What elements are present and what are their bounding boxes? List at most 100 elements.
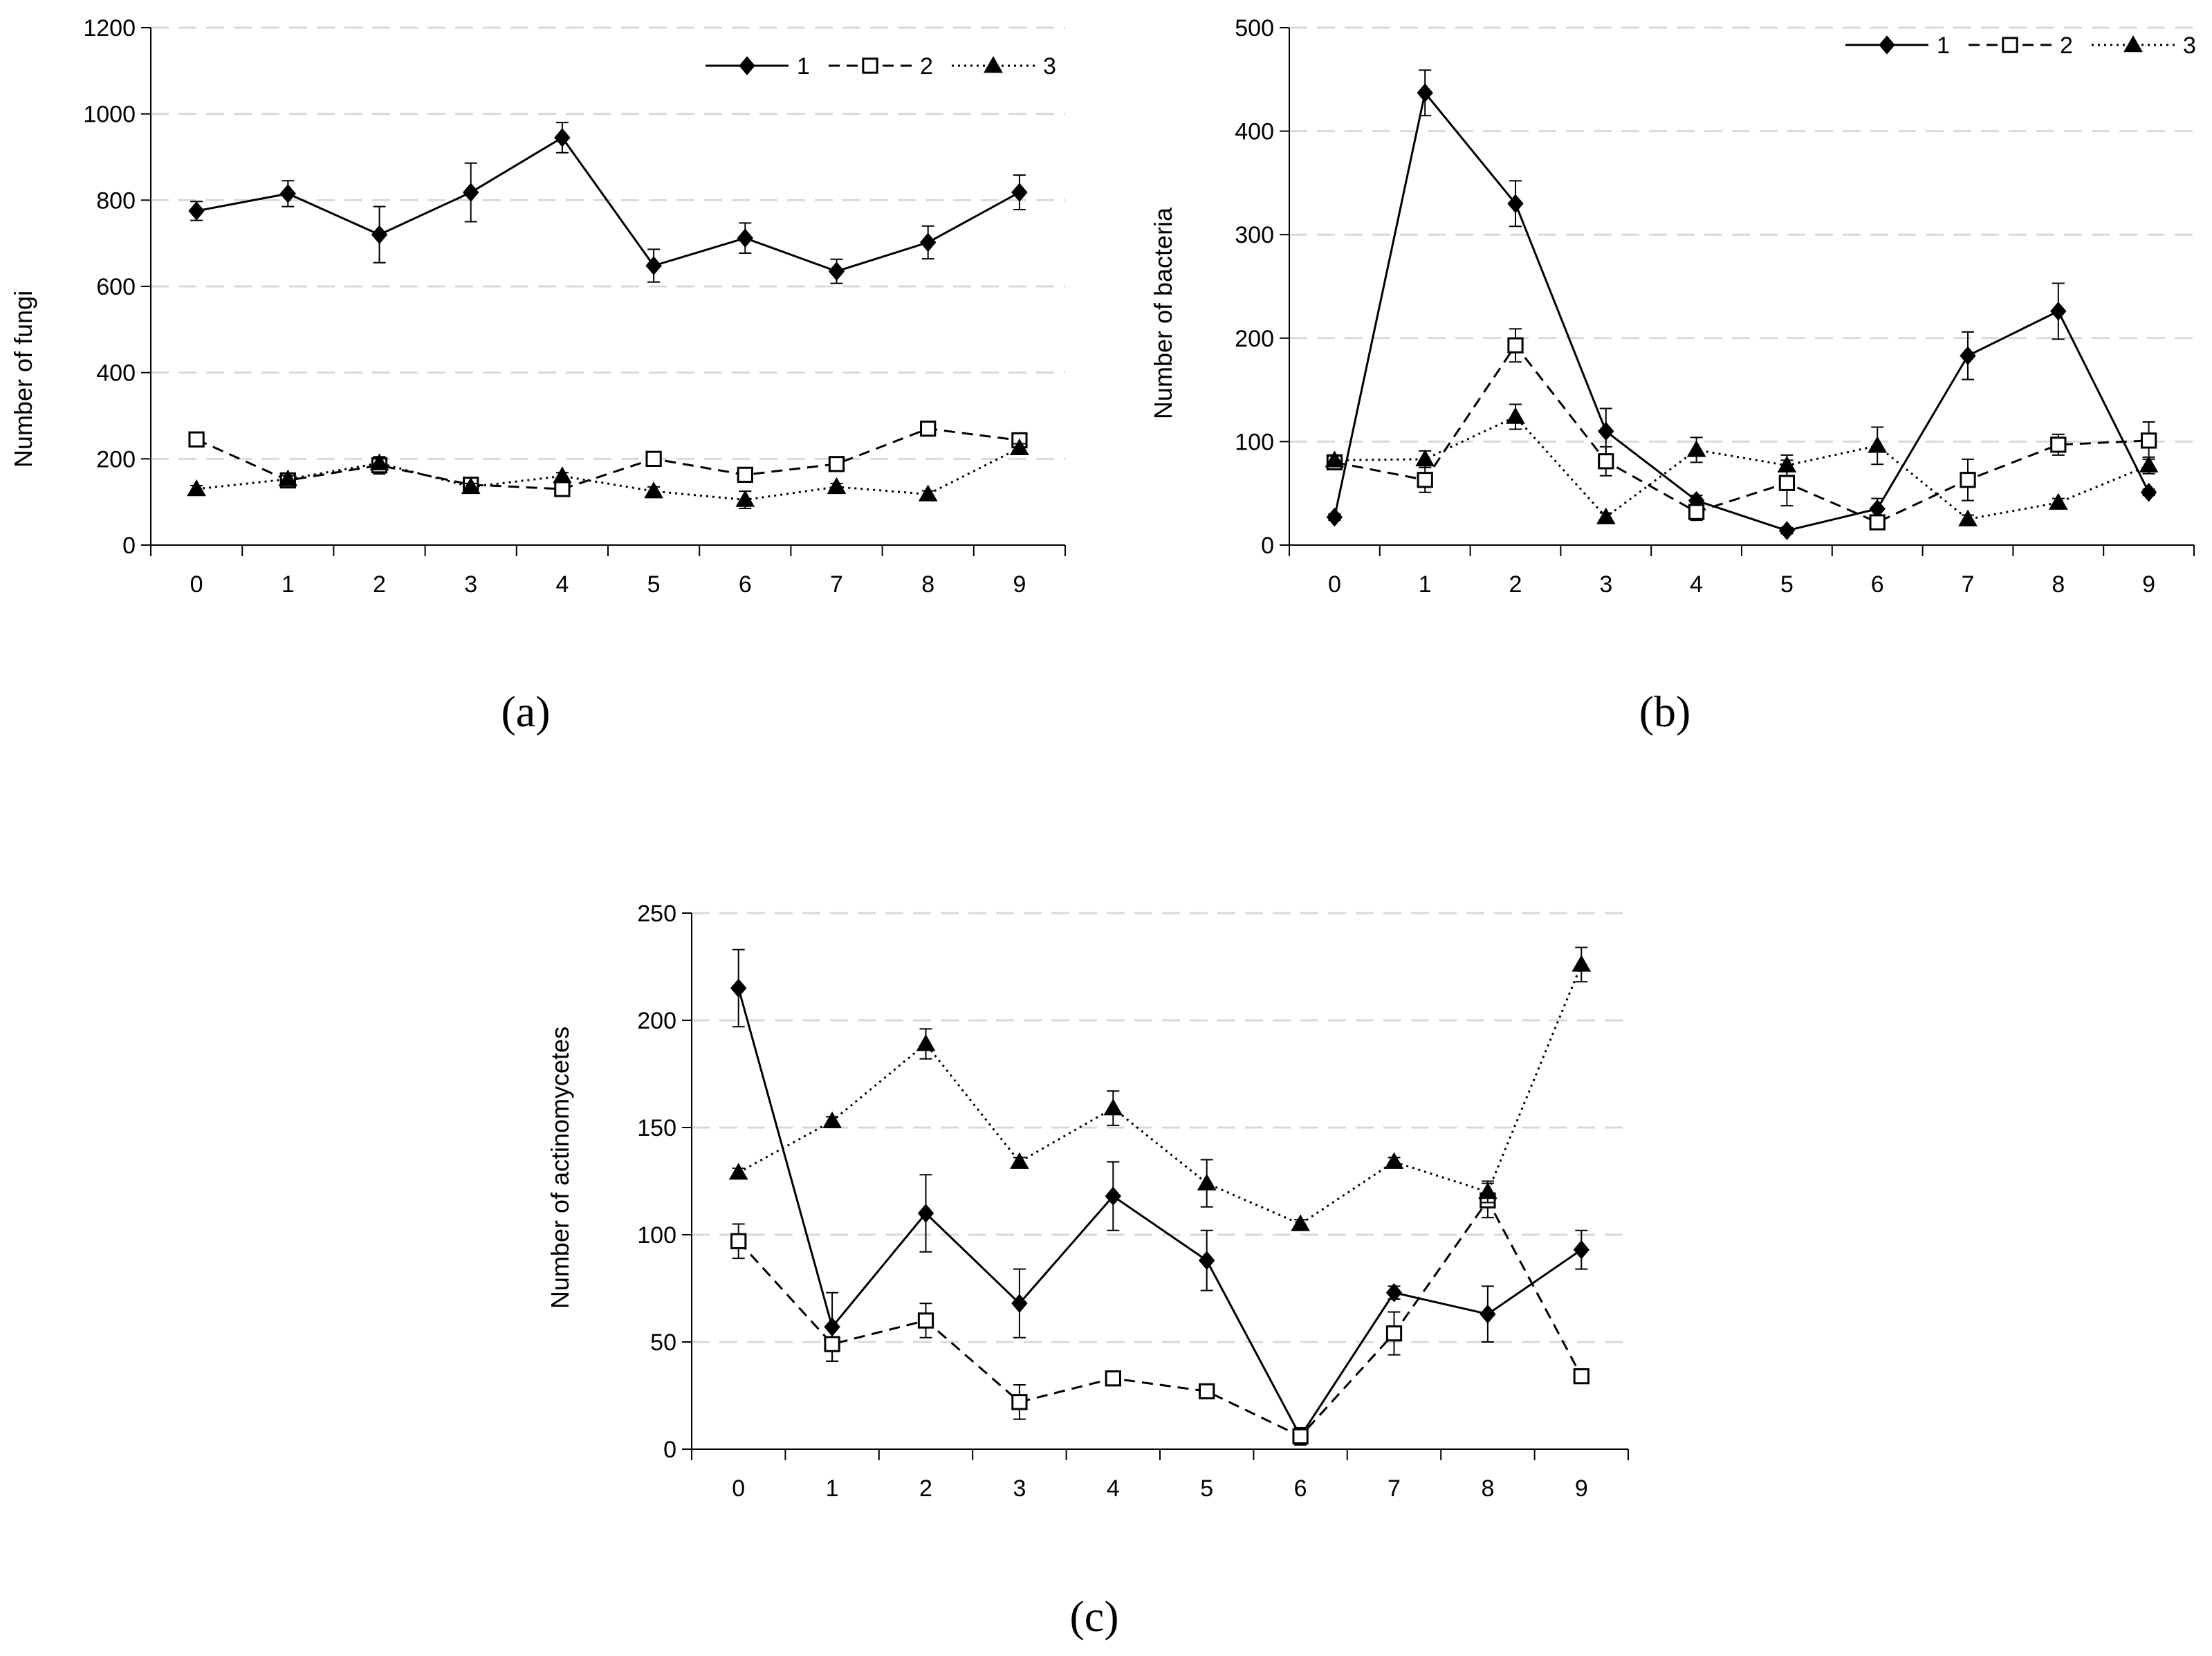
data-point-triangle (1596, 507, 1616, 524)
y-axis-title: Number of actinomycetes (546, 1027, 574, 1309)
x-tick-label: 6 (1294, 1475, 1307, 1502)
x-tick-label: 0 (190, 571, 203, 598)
y-tick-label: 250 (637, 901, 676, 927)
legend-label: 2 (2060, 33, 2073, 59)
x-tick-label: 1 (826, 1475, 839, 1502)
data-point-triangle (1777, 455, 1797, 473)
chart-panel-c: 0 50 100 150 200 250 0 1 2 3 4 5 6 7 8 9 Number of acti… (546, 901, 1629, 1641)
x-tick-label: 5 (647, 571, 661, 598)
y-tick-label: 0 (663, 1437, 676, 1463)
data-point-diamond (1417, 83, 1433, 103)
data-point-diamond (1480, 1304, 1496, 1324)
x-tick-label: 2 (919, 1475, 932, 1502)
panel-label-a: (a) (501, 687, 550, 736)
data-point-triangle (1384, 1152, 1404, 1169)
series-line-2 (1334, 343, 2149, 524)
x-tick-label: 3 (1013, 1475, 1026, 1502)
data-point-square (824, 1336, 840, 1352)
x-tick-label: 8 (2052, 571, 2065, 598)
y-tick-label: 200 (96, 446, 136, 472)
x-tick-label: 9 (2142, 571, 2155, 598)
data-point-diamond (462, 183, 479, 202)
data-point-triangle (278, 469, 298, 486)
y-tick-label: 1200 (83, 15, 136, 42)
x-tick-label: 8 (921, 571, 934, 598)
data-point-diamond (1011, 1294, 1028, 1313)
series-line-3 (1334, 415, 2150, 521)
data-point-triangle (187, 479, 206, 497)
data-point-triangle (918, 484, 938, 502)
data-point-square (917, 1312, 934, 1329)
data-point-triangle (916, 1034, 936, 1051)
data-point-square (1869, 514, 1886, 531)
data-point-square (920, 421, 937, 437)
data-point-square (1960, 472, 1976, 488)
x-tick-label: 9 (1013, 571, 1026, 598)
x-tick-label: 5 (1780, 571, 1794, 598)
data-point-diamond (1960, 346, 1976, 366)
data-point-triangle (1958, 509, 1978, 526)
data-point-diamond (188, 201, 205, 221)
data-point-square (2002, 37, 2018, 53)
data-point-square (1688, 504, 1705, 520)
series-line-1 (1333, 90, 2150, 532)
panel-label-c: (c) (1069, 1592, 1118, 1641)
y-tick-label: 200 (1235, 326, 1274, 352)
data-point-triangle (822, 1111, 842, 1128)
x-tick-label: 5 (1200, 1475, 1213, 1502)
data-point-triangle (2139, 455, 2159, 473)
data-point-square (188, 431, 205, 448)
x-tick-label: 6 (739, 571, 752, 598)
data-point-square (1292, 1428, 1309, 1445)
data-point-triangle (1415, 449, 1435, 467)
panel-label-b: (b) (1639, 687, 1691, 736)
x-tick-label: 4 (1107, 1475, 1120, 1502)
y-tick-label: 600 (96, 274, 136, 300)
data-point-triangle (644, 481, 663, 499)
series-line-1 (196, 136, 1020, 273)
y-tick-label: 150 (637, 1115, 676, 1141)
data-point-diamond (919, 232, 937, 252)
y-axis-title: Number of fungi (9, 291, 37, 468)
data-point-triangle (984, 55, 1003, 73)
data-point-square (730, 1233, 747, 1249)
y-tick-label: 400 (96, 360, 136, 387)
data-point-triangle (1010, 1152, 1029, 1169)
data-point-diamond (554, 128, 571, 147)
y-tick-label: 400 (1235, 119, 1274, 145)
data-point-triangle (1325, 450, 1345, 468)
legend-label: 1 (797, 53, 810, 80)
data-point-square (1778, 475, 1796, 491)
data-point-triangle (1197, 1173, 1217, 1190)
legend-label: 1 (1937, 33, 1950, 59)
y-tick-label: 800 (96, 187, 136, 214)
data-point-triangle (1478, 1181, 1497, 1199)
x-tick-label: 4 (1690, 571, 1703, 598)
data-point-diamond (737, 228, 754, 248)
x-tick-label: 0 (1328, 571, 1341, 598)
series-line-3 (196, 447, 1020, 502)
y-tick-label: 100 (637, 1222, 676, 1249)
data-point-triangle (553, 466, 572, 484)
data-point-square (554, 481, 571, 497)
data-point-square (2140, 432, 2157, 449)
x-tick-label: 2 (1509, 571, 1522, 598)
x-tick-label: 9 (1575, 1475, 1588, 1502)
y-tick-label: 100 (1235, 429, 1274, 455)
data-point-diamond (1598, 421, 1614, 441)
data-point-square (645, 450, 662, 467)
data-point-diamond (2140, 482, 2157, 502)
data-point-diamond (1507, 194, 1524, 214)
data-point-triangle (2048, 493, 2068, 510)
data-point-diamond (1105, 1186, 1122, 1206)
data-point-diamond (917, 1204, 934, 1223)
data-point-square (1417, 472, 1433, 488)
data-point-diamond (828, 261, 845, 281)
series-line-1 (737, 988, 1583, 1439)
data-point-triangle (827, 477, 847, 495)
data-point-triangle (1572, 955, 1592, 972)
x-tick-label: 3 (464, 571, 477, 598)
data-point-diamond (1011, 183, 1028, 202)
data-point-triangle (1010, 438, 1029, 455)
